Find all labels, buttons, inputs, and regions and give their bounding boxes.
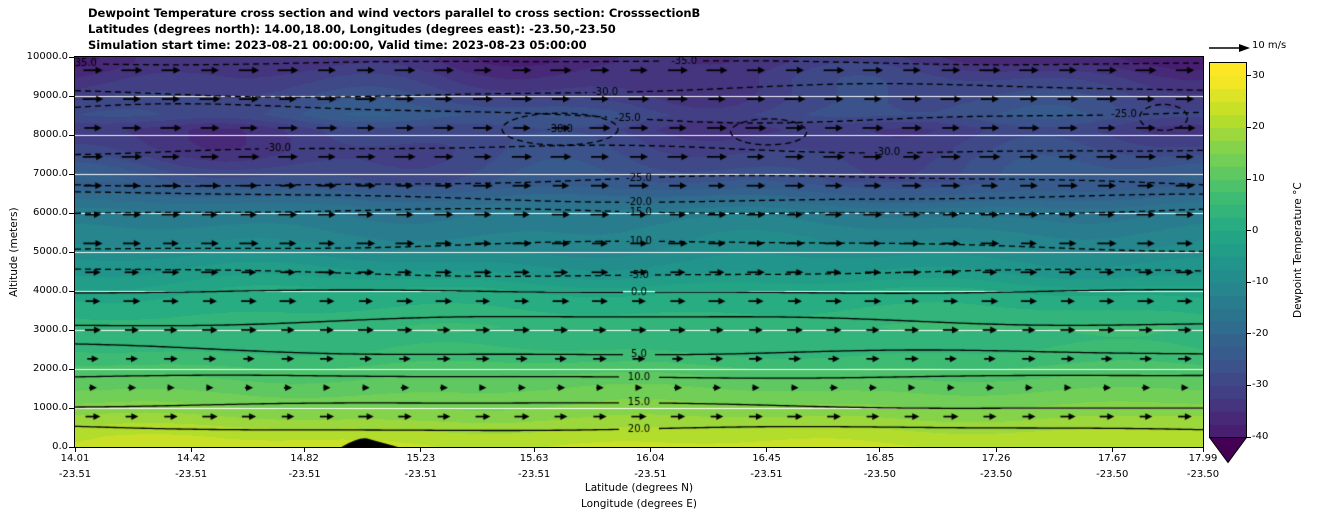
x-tick-mark [1202, 447, 1204, 452]
quiver-key-label: 10 m/s [1252, 40, 1287, 51]
x-tick-longitude: -23.50 [1186, 469, 1220, 480]
y-tick-label: 10000.0 [26, 51, 68, 62]
y-tick-mark [69, 56, 74, 58]
x-tick-longitude: -23.50 [863, 469, 897, 480]
colorbar-tick-label: -20 [1252, 327, 1269, 339]
cross-section-canvas [75, 57, 1203, 447]
y-tick-label: 5000.0 [33, 246, 68, 257]
x-tick-longitude: -23.51 [58, 469, 92, 480]
x-tick-label: 15.63 -23.51 [499, 451, 569, 483]
colorbar-tick-label: 30 [1252, 69, 1265, 81]
title-line-3: Simulation start time: 2023-08-21 00:00:… [88, 38, 587, 52]
y-tick-mark [69, 251, 74, 253]
x-tick-label: 17.67 -23.50 [1077, 451, 1147, 483]
x-tick-label: 16.85 -23.50 [845, 451, 915, 483]
x-tick-mark [879, 447, 881, 452]
y-tick-mark [69, 173, 74, 175]
colorbar-tick-mark [1246, 75, 1251, 77]
x-tick-label: 14.42 -23.51 [156, 451, 226, 483]
colorbar-tick-label: -40 [1252, 431, 1269, 442]
x-tick-longitude: -23.51 [175, 469, 208, 480]
x-tick-label: 16.45 -23.51 [732, 451, 802, 483]
x-tick-latitude: 14.42 [176, 453, 206, 464]
y-tick-label: 8000.0 [33, 129, 68, 140]
x-tick-latitude: 15.63 [519, 453, 549, 464]
x-tick-mark [304, 447, 306, 452]
x-tick-label: 17.99 -23.50 [1168, 451, 1238, 483]
colorbar-tick-label: -10 [1252, 276, 1269, 288]
y-tick-mark [69, 407, 74, 409]
colorbar-tick-label: 20 [1252, 121, 1265, 133]
x-tick-latitude: 17.99 [1188, 453, 1218, 464]
x-tick-longitude: -23.51 [288, 469, 321, 480]
y-tick-mark [69, 134, 74, 136]
x-tick-mark [533, 447, 535, 452]
y-tick-label: 1000.0 [33, 402, 68, 413]
colorbar [1209, 62, 1247, 438]
x-tick-longitude: -23.51 [750, 469, 783, 480]
x-tick-mark [190, 447, 192, 452]
quiver-key-arrow-icon [1209, 44, 1250, 52]
x-tick-longitude: -23.51 [404, 469, 437, 480]
x-tick-latitude: 15.23 [406, 453, 436, 464]
x-tick-latitude: 16.85 [865, 453, 895, 464]
colorbar-extend-min-triangle [1209, 437, 1247, 464]
y-tick-label: 2000.0 [33, 363, 68, 374]
y-tick-label: 4000.0 [33, 285, 68, 296]
x-tick-mark [420, 447, 422, 452]
colorbar-canvas [1210, 63, 1246, 437]
x-tick-label: 15.23 -23.51 [386, 451, 456, 483]
y-tick-mark [69, 329, 74, 331]
colorbar-tick-mark [1246, 436, 1251, 438]
y-tick-label: 7000.0 [33, 168, 68, 179]
title-line-1: Dewpoint Temperature cross section and w… [88, 6, 701, 20]
colorbar-tick-mark [1246, 230, 1251, 232]
colorbar-tick-mark [1246, 281, 1251, 283]
x-axis-label-longitude: Longitude (degrees E) [581, 498, 697, 510]
x-tick-mark [995, 447, 997, 452]
colorbar-tick-label: 10 [1252, 173, 1265, 185]
x-tick-latitude: 17.26 [981, 453, 1011, 464]
x-tick-mark [649, 447, 651, 452]
plot-area [74, 56, 1204, 448]
y-tick-mark [69, 368, 74, 370]
x-tick-label: 14.01 -23.51 [40, 451, 110, 483]
x-tick-latitude: 16.45 [752, 453, 781, 464]
colorbar-tick-mark [1246, 384, 1251, 386]
y-tick-label: 6000.0 [33, 207, 68, 218]
x-tick-label: 14.82 -23.51 [270, 451, 340, 483]
x-tick-label: 17.26 -23.50 [961, 451, 1031, 483]
title-line-2: Latitudes (degrees north): 14.00,18.00, … [88, 22, 616, 36]
y-tick-mark [69, 95, 74, 97]
x-tick-longitude: -23.50 [979, 469, 1013, 480]
x-tick-latitude: 17.67 [1097, 453, 1127, 464]
x-tick-longitude: -23.51 [518, 469, 551, 480]
y-tick-mark [69, 446, 74, 448]
y-tick-mark [69, 212, 74, 214]
y-tick-label: 3000.0 [33, 324, 68, 335]
x-axis-label-latitude: Latitude (degrees N) [584, 482, 694, 494]
x-tick-label: 16.04 -23.51 [615, 451, 685, 483]
colorbar-tick-mark [1246, 333, 1251, 335]
colorbar-label: Dewpoint Temperature °C [1292, 182, 1304, 318]
colorbar-tick-label: 0 [1252, 224, 1259, 236]
y-tick-label: 0.0 [52, 441, 68, 452]
y-tick-label: 9000.0 [33, 90, 68, 101]
x-tick-mark [74, 447, 76, 452]
x-tick-mark [766, 447, 768, 452]
x-tick-longitude: -23.51 [634, 469, 667, 480]
x-tick-latitude: 16.04 [636, 453, 665, 464]
colorbar-tick-label: -30 [1252, 379, 1269, 391]
x-tick-longitude: -23.50 [1096, 469, 1129, 480]
colorbar-tick-mark [1246, 178, 1251, 180]
plot-title: Dewpoint Temperature cross section and w… [88, 5, 700, 53]
x-tick-mark [1111, 447, 1113, 452]
colorbar-tick-mark [1246, 126, 1251, 128]
y-tick-mark [69, 290, 74, 292]
x-tick-latitude: 14.82 [290, 453, 319, 464]
x-tick-latitude: 14.01 [60, 453, 90, 464]
